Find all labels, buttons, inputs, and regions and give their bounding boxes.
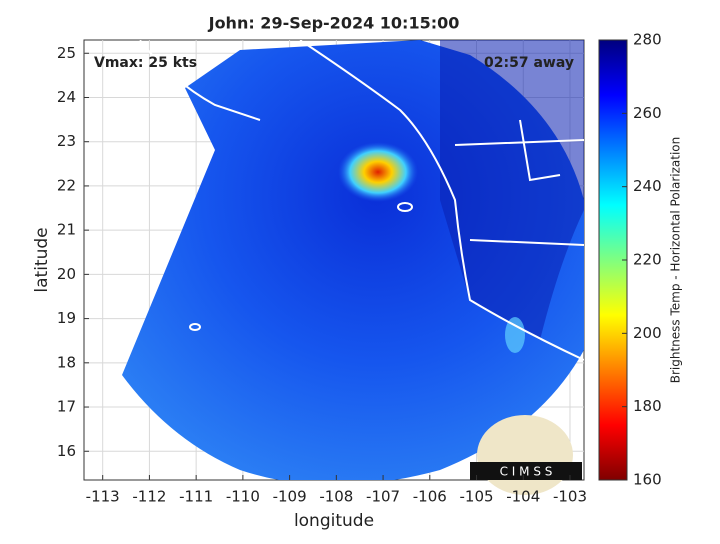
y-tick-label: 16 (57, 442, 76, 460)
colorbar-tick-label: 180 (633, 397, 662, 415)
y-tick-label: 20 (57, 265, 76, 283)
x-tick-label: -108 (319, 488, 353, 506)
y-tick-label: 17 (57, 398, 76, 416)
x-tick-label: -106 (413, 488, 447, 506)
y-tick-label: 21 (57, 221, 76, 239)
x-tick-label: -111 (179, 488, 213, 506)
y-tick-label: 19 (57, 309, 76, 327)
colorbar-tick-label: 280 (633, 31, 662, 49)
y-axis-label: latitude (32, 227, 52, 292)
y-tick-label: 18 (57, 353, 76, 371)
colorbar-tick-label: 240 (633, 177, 662, 195)
y-tick-label: 24 (57, 88, 76, 106)
logo: C I M S S (470, 415, 582, 495)
x-tick-label: -105 (459, 488, 493, 506)
x-axis-label: longitude (294, 511, 374, 531)
y-tick-label: 22 (57, 176, 76, 194)
colorbar-tick-label: 160 (633, 471, 662, 489)
y-tick-label: 25 (57, 44, 76, 62)
x-tick-label: -110 (226, 488, 260, 506)
logo-text: C I M S S (500, 465, 553, 479)
annotation: 02:57 away (484, 55, 574, 71)
satellite-image (122, 40, 584, 480)
colorbar-tick-label: 220 (633, 251, 662, 269)
x-tick-label: -103 (553, 488, 587, 506)
y-tick-label: 23 (57, 132, 76, 150)
chart-title: John: 29-Sep-2024 10:15:00 (208, 14, 460, 33)
annotation: Vmax: 25 kts (94, 55, 197, 71)
x-tick-label: -112 (132, 488, 166, 506)
colorbar-tick-label: 260 (633, 104, 662, 122)
x-tick-label: -104 (506, 488, 540, 506)
colorbar-tick-label: 200 (633, 324, 662, 342)
x-tick-label: -113 (86, 488, 120, 506)
colorbar-label: Brightness Temp - Horizontal Polarizatio… (669, 137, 683, 384)
x-tick-label: -109 (273, 488, 307, 506)
x-tick-label: -107 (366, 488, 400, 506)
